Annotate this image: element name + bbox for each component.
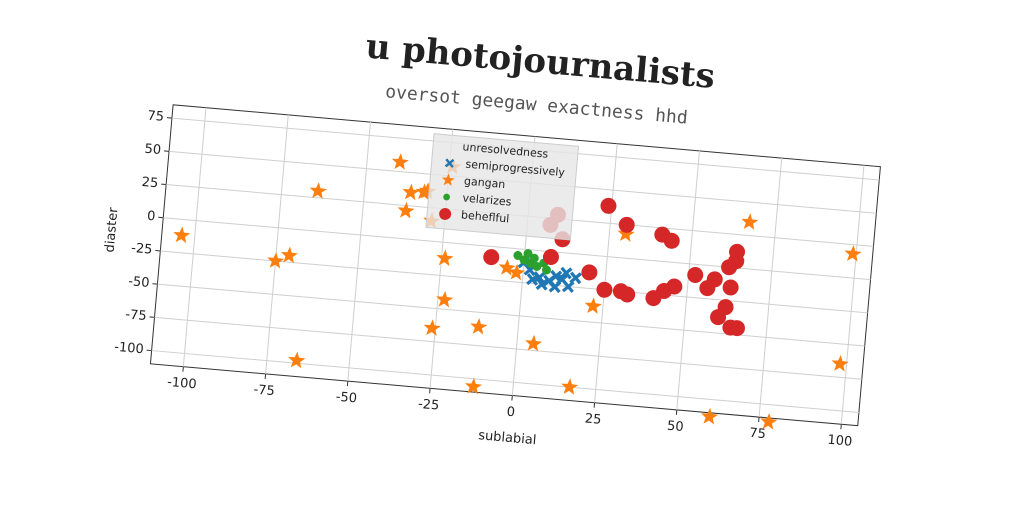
legend-marker	[441, 173, 455, 186]
point	[532, 271, 546, 284]
point	[581, 264, 598, 281]
grid-line	[182, 107, 207, 367]
y-tick-label: -100	[114, 340, 145, 358]
point	[483, 249, 500, 266]
point	[619, 286, 636, 303]
point	[419, 182, 437, 200]
x-tick-label: 25	[584, 411, 602, 427]
grid-line	[157, 283, 865, 347]
grid-line	[265, 114, 289, 374]
point	[844, 244, 862, 262]
y-tick-label: 75	[147, 109, 165, 125]
legend-marker	[443, 193, 450, 201]
point	[760, 412, 778, 430]
point	[523, 249, 533, 259]
point	[600, 197, 617, 214]
grid-line	[160, 250, 868, 314]
y-tick-label: 25	[141, 175, 159, 191]
grid-line	[151, 350, 859, 413]
x-tick-label: -50	[335, 390, 357, 407]
chart-body: u photojournalists oversot geegaw exactn…	[103, 26, 881, 450]
legend-label: velarizes	[462, 191, 512, 208]
point	[618, 216, 635, 233]
grid-line	[594, 143, 618, 403]
grid-line	[840, 165, 865, 425]
point	[267, 252, 285, 269]
point	[436, 249, 454, 267]
point	[508, 263, 526, 281]
point	[559, 266, 573, 280]
point	[529, 253, 539, 263]
point	[584, 297, 602, 314]
grid-line	[676, 150, 700, 410]
plot-area	[149, 104, 881, 427]
grid-line	[758, 158, 783, 418]
y-tick-label: 50	[144, 142, 162, 158]
point	[513, 250, 523, 260]
point	[535, 278, 549, 291]
x-tick-label: 75	[749, 426, 767, 442]
point	[526, 273, 539, 286]
x-tick-label: -75	[253, 382, 275, 399]
point	[548, 280, 562, 294]
point	[596, 281, 613, 298]
point	[173, 226, 191, 244]
point	[561, 378, 579, 395]
point	[706, 271, 723, 288]
grid-line	[163, 217, 871, 281]
point	[663, 232, 680, 249]
point	[498, 258, 516, 276]
x-tick-label: 0	[506, 405, 516, 421]
point	[391, 153, 409, 170]
grid-line	[347, 122, 371, 382]
point	[532, 261, 542, 271]
y-tick-label: -50	[128, 274, 150, 291]
legend-marker	[439, 207, 452, 220]
legend-marker	[444, 158, 455, 168]
point	[525, 334, 543, 352]
point	[436, 290, 454, 308]
legend-label: gangan	[464, 175, 506, 192]
legend-label: beheflful	[461, 208, 510, 225]
point	[280, 246, 299, 264]
point	[741, 213, 759, 230]
point	[831, 354, 849, 372]
point	[542, 265, 552, 275]
point	[617, 225, 635, 242]
point	[687, 266, 704, 283]
point	[717, 299, 734, 316]
legend-box	[425, 133, 580, 241]
point	[728, 320, 745, 337]
point	[666, 278, 683, 295]
point	[722, 279, 739, 296]
x-axis-label: sublabial	[478, 428, 537, 448]
y-tick-label: -75	[125, 307, 147, 324]
point	[569, 271, 582, 285]
point	[542, 249, 559, 266]
legend: unresolvednesssemiprogressivelyganganvel…	[425, 133, 580, 241]
y-tick-label: 0	[146, 209, 156, 225]
x-tick-label: -25	[417, 397, 439, 414]
grid-line	[154, 316, 862, 380]
point	[397, 201, 415, 219]
point	[288, 351, 306, 369]
point	[701, 407, 719, 425]
point	[402, 183, 420, 201]
x-tick-label: 100	[827, 433, 853, 450]
x-tick-label: -100	[167, 375, 198, 393]
point	[309, 182, 327, 199]
point	[423, 319, 441, 336]
point	[465, 377, 483, 395]
y-axis-label: diaster	[103, 206, 122, 253]
point	[549, 269, 563, 283]
point	[470, 318, 488, 335]
x-tick-label: 50	[666, 419, 684, 435]
y-tick-label: -25	[131, 241, 153, 258]
point	[729, 243, 746, 260]
